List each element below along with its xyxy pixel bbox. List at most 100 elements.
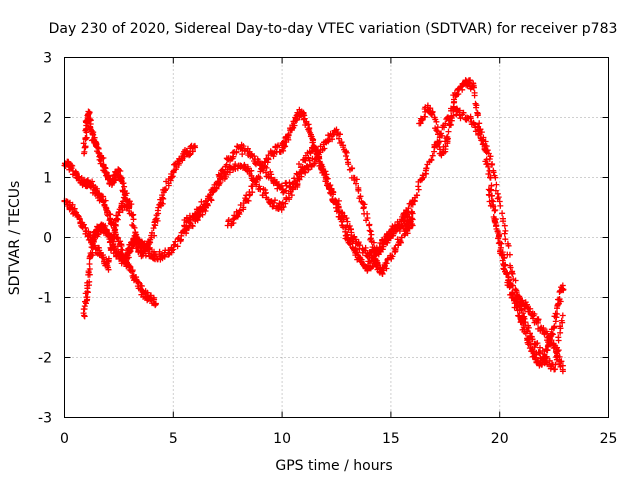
data-point-cluster bbox=[269, 141, 286, 160]
data-point-cluster bbox=[285, 115, 299, 138]
x-tick-label: 0 bbox=[60, 431, 69, 447]
x-tick-label: 10 bbox=[273, 431, 291, 447]
y-tick-label: 0 bbox=[43, 231, 52, 247]
data-point-cluster bbox=[504, 270, 519, 301]
data-point bbox=[442, 120, 449, 127]
data-point-cluster bbox=[338, 214, 351, 242]
data-point-cluster bbox=[400, 199, 416, 221]
data-point-cluster bbox=[81, 177, 93, 190]
series-track-d bbox=[80, 108, 133, 217]
data-point-cluster bbox=[312, 139, 328, 163]
data-point-cluster bbox=[154, 186, 167, 214]
data-point-cluster bbox=[257, 185, 275, 207]
data-point-cluster bbox=[485, 191, 501, 234]
data-point bbox=[542, 354, 549, 361]
data-point-cluster bbox=[203, 181, 220, 207]
x-tick-label: 15 bbox=[382, 431, 400, 447]
data-point-cluster bbox=[193, 197, 209, 220]
data-point-cluster bbox=[424, 104, 438, 121]
x-tick-label: 25 bbox=[600, 431, 618, 447]
data-point-cluster bbox=[170, 228, 186, 250]
y-axis-label: SDTVAR / TECUs bbox=[7, 181, 23, 296]
data-point-cluster bbox=[476, 129, 490, 165]
data-point-cluster bbox=[409, 172, 426, 205]
data-point-cluster bbox=[161, 171, 176, 194]
data-point bbox=[300, 168, 307, 175]
x-tick-label: 20 bbox=[491, 431, 509, 447]
y-tick-label: 1 bbox=[43, 171, 52, 187]
data-point-cluster bbox=[333, 130, 350, 159]
data-point-cluster bbox=[80, 125, 90, 155]
series-track-b bbox=[61, 158, 159, 309]
data-point bbox=[333, 126, 340, 133]
data-point-cluster bbox=[181, 212, 198, 230]
data-point bbox=[409, 210, 416, 217]
data-point bbox=[409, 216, 416, 223]
data-point-cluster bbox=[184, 142, 198, 159]
data-point-cluster bbox=[422, 143, 438, 177]
data-point-cluster bbox=[470, 84, 484, 133]
data-point-cluster bbox=[267, 175, 285, 192]
data-point-cluster bbox=[345, 159, 362, 194]
data-point-cluster bbox=[497, 202, 513, 269]
tick-layer: 0 5 10 15 20 25 -3 -2 -1 0 1 2 3 bbox=[38, 51, 617, 448]
series-track-a bbox=[61, 142, 199, 273]
data-point-cluster bbox=[215, 169, 230, 189]
data-point-cluster bbox=[387, 236, 404, 261]
data-point-cluster bbox=[278, 186, 296, 213]
data-point-cluster bbox=[450, 85, 463, 105]
data-point-cluster bbox=[225, 143, 241, 164]
x-tick-label: 5 bbox=[169, 431, 178, 447]
data-point-cluster bbox=[269, 197, 284, 212]
y-tick-label: 2 bbox=[43, 111, 52, 127]
data-point-cluster bbox=[486, 153, 502, 202]
data-point bbox=[152, 300, 159, 307]
series-track-j bbox=[485, 186, 566, 375]
data-point bbox=[494, 228, 501, 235]
data-point-cluster bbox=[553, 350, 566, 375]
data-point bbox=[409, 222, 416, 229]
data-point bbox=[559, 312, 566, 319]
series-track-i bbox=[416, 77, 567, 369]
data-point-cluster bbox=[318, 163, 331, 185]
x-axis-label: GPS time / hours bbox=[275, 458, 392, 474]
data-point-cluster bbox=[432, 116, 444, 157]
data-point bbox=[507, 264, 514, 271]
data-point-cluster bbox=[87, 178, 100, 197]
data-point-cluster bbox=[236, 192, 252, 218]
data-point bbox=[559, 366, 566, 373]
data-point-cluster bbox=[247, 151, 263, 168]
data-point-cluster bbox=[69, 201, 82, 220]
chart-title: Day 230 of 2020, Sidereal Day-to-day VTE… bbox=[49, 21, 618, 37]
grid-layer bbox=[64, 57, 609, 418]
data-point-cluster bbox=[354, 241, 373, 260]
series-track-h bbox=[398, 105, 566, 373]
data-point bbox=[192, 144, 199, 151]
data-point-cluster bbox=[554, 284, 567, 308]
data-point bbox=[559, 282, 566, 289]
data-point-cluster bbox=[121, 190, 133, 214]
data-point-cluster bbox=[87, 126, 98, 144]
data-point-cluster bbox=[464, 113, 481, 135]
data-point-cluster bbox=[95, 190, 107, 205]
y-tick-label: 3 bbox=[43, 51, 52, 67]
y-tick-label: -1 bbox=[38, 291, 52, 307]
data-point-cluster bbox=[224, 161, 242, 176]
data-point-cluster bbox=[159, 244, 175, 262]
data-point bbox=[485, 186, 492, 193]
data-layer bbox=[61, 77, 567, 375]
data-point-cluster bbox=[148, 212, 161, 239]
y-tick-label: -2 bbox=[38, 351, 52, 367]
data-point-cluster bbox=[84, 253, 94, 292]
data-point-cluster bbox=[366, 227, 379, 267]
data-point-cluster bbox=[323, 127, 339, 146]
data-point-cluster bbox=[113, 234, 126, 262]
y-tick-label: -3 bbox=[38, 411, 52, 427]
data-point-cluster bbox=[306, 125, 318, 153]
series-track-f bbox=[224, 106, 416, 274]
data-point-cluster bbox=[80, 289, 91, 320]
data-point-cluster bbox=[298, 109, 312, 128]
data-point-cluster bbox=[495, 231, 510, 278]
